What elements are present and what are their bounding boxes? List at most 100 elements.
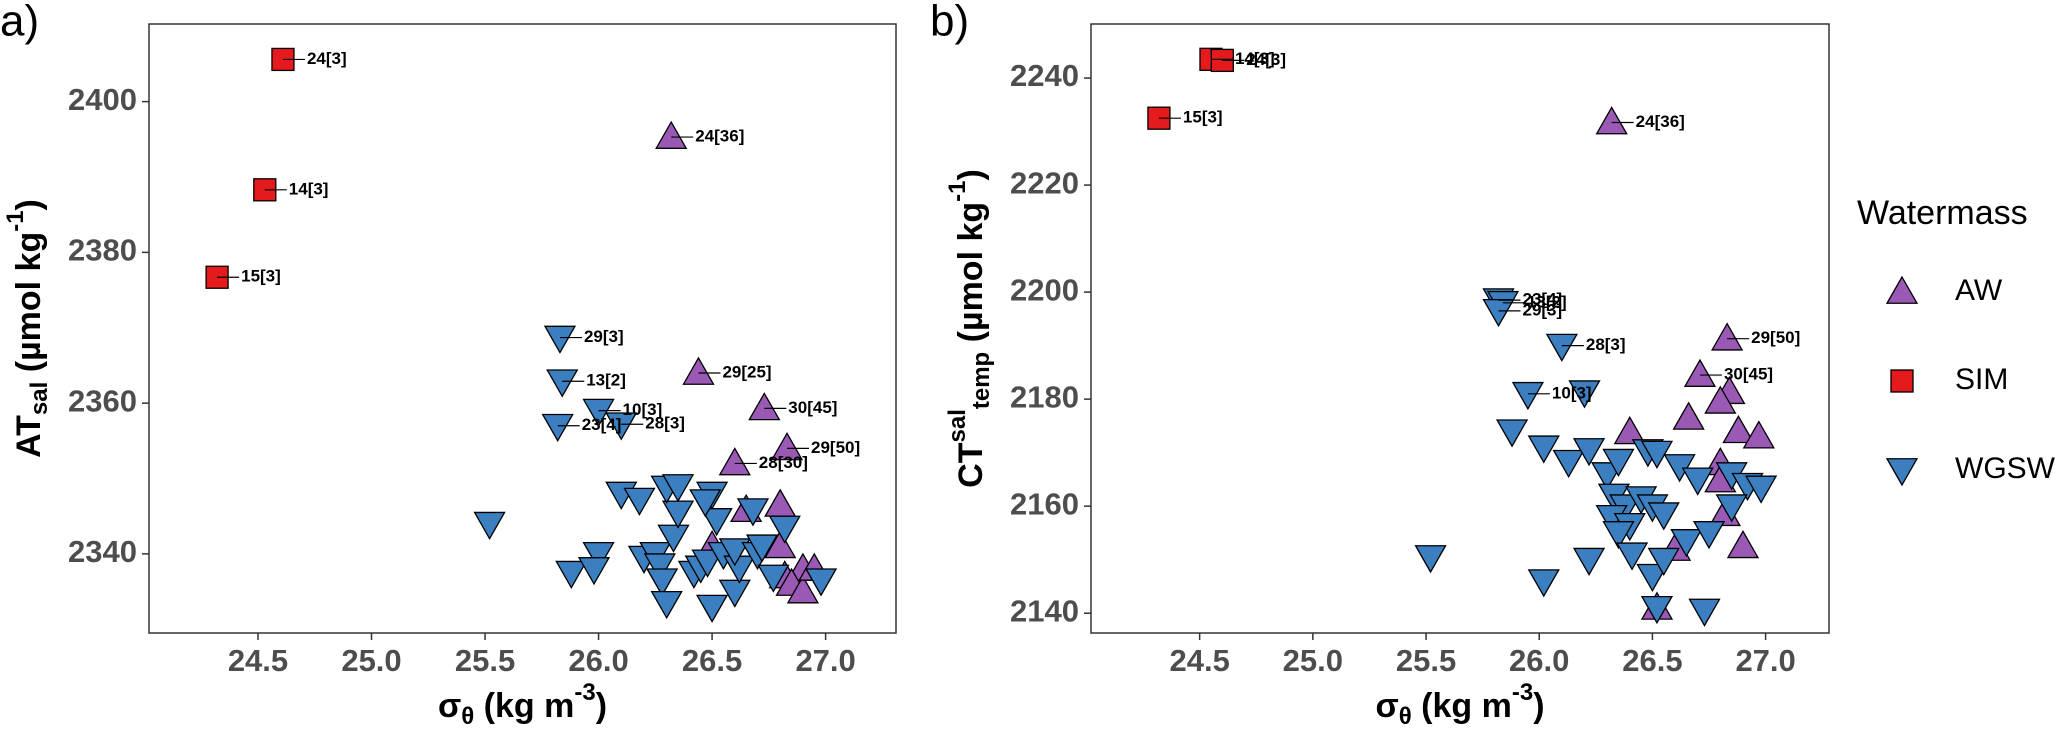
- point: [1647, 502, 1680, 531]
- x-tick-label: 26.5: [682, 643, 742, 678]
- point: [1482, 298, 1515, 328]
- point: [1602, 448, 1635, 477]
- point: [546, 369, 579, 398]
- point: [1704, 385, 1737, 414]
- plot-frame: [1090, 23, 1830, 634]
- axis-title-part: ): [10, 199, 48, 210]
- point: [695, 594, 729, 623]
- point-label: 15[3]: [241, 267, 281, 286]
- point: [764, 488, 797, 517]
- point: [770, 432, 804, 461]
- point: [768, 515, 801, 544]
- y-tick-label: 2200: [1010, 272, 1079, 307]
- axis-title-part: σ: [438, 687, 461, 725]
- axis-title-part: (kg m: [474, 687, 574, 725]
- point: [555, 560, 588, 590]
- point: [1692, 521, 1726, 550]
- axis-title-part: CT: [952, 442, 990, 488]
- point: [689, 489, 722, 518]
- point: [804, 568, 838, 597]
- point: [1688, 598, 1721, 627]
- legend-marker: [1885, 458, 1919, 487]
- point: [1414, 545, 1447, 574]
- axis-title-part: -1: [944, 181, 971, 202]
- point: [541, 413, 574, 443]
- axis-title: σθ (kg m-3): [1375, 679, 1544, 730]
- point: [691, 549, 724, 578]
- point: [655, 120, 688, 149]
- point: [700, 508, 733, 537]
- axis-title-part: ): [596, 687, 607, 725]
- axis-title-part: sal: [944, 409, 971, 442]
- point: [650, 590, 683, 620]
- point: [1711, 322, 1744, 351]
- point: [605, 412, 638, 441]
- x-tick-label: 26.0: [1509, 643, 1569, 678]
- point-label: 13[2]: [586, 371, 626, 390]
- point: [1613, 416, 1646, 445]
- point: [1602, 521, 1635, 550]
- point-label: 13[2]: [1527, 292, 1567, 311]
- point: [1742, 420, 1775, 449]
- x-tick-label: 27.0: [1735, 643, 1795, 678]
- y-tick-label: 2340: [68, 534, 137, 569]
- x-tick-label: 25.0: [341, 643, 401, 678]
- point-label: 30[45]: [1724, 365, 1773, 384]
- point: [764, 530, 797, 559]
- point: [646, 568, 679, 597]
- x-tick-label: 25.5: [455, 643, 515, 678]
- point: [1511, 381, 1545, 411]
- axis-title-part: (µmol kg: [952, 202, 990, 352]
- y-tick-label: 2140: [1010, 593, 1079, 628]
- point-label: 24[36]: [695, 127, 744, 146]
- legend-marker: [1890, 369, 1914, 393]
- point: [757, 564, 790, 593]
- point: [736, 498, 770, 527]
- axis-title-part: (kg m: [1412, 687, 1512, 725]
- point-label: 15[3]: [1183, 108, 1223, 127]
- point-label: 10[3]: [1552, 383, 1592, 402]
- axis-title: σθ (kg m-3): [438, 679, 607, 730]
- point: [718, 447, 751, 476]
- axis-title-part: AT: [10, 415, 48, 458]
- axis-title-part: θ: [1399, 703, 1412, 730]
- point: [661, 474, 695, 503]
- point: [1726, 529, 1760, 559]
- point: [745, 534, 779, 563]
- point-label: 29[50]: [1751, 328, 1800, 347]
- y-tick-label: 2400: [68, 82, 137, 117]
- y-tick-label: 2360: [68, 383, 137, 418]
- x-tick-label: 26.5: [1622, 643, 1682, 678]
- point: [1683, 358, 1717, 387]
- axis-title-part: sal: [26, 382, 53, 415]
- point: [1545, 333, 1578, 362]
- point: [1647, 547, 1680, 576]
- legend-marker: [1885, 275, 1919, 304]
- y-tick-label: 2160: [1010, 486, 1079, 521]
- axis-title-part: temp: [968, 352, 995, 409]
- axis-title-part: (µmol kg: [10, 232, 48, 382]
- axis-title: ATsal (µmol kg-1): [2, 199, 53, 458]
- x-tick-label: 25.0: [1283, 643, 1343, 678]
- x-tick-label: 27.0: [795, 643, 855, 678]
- point: [1527, 569, 1560, 598]
- point: [1744, 475, 1778, 504]
- point: [1595, 106, 1628, 135]
- axis-title-part: -3: [1512, 679, 1533, 706]
- point: [1636, 563, 1669, 593]
- point-label: 29[50]: [811, 438, 860, 457]
- axis-title-part: -3: [574, 679, 595, 706]
- y-tick-label: 2180: [1010, 379, 1079, 414]
- point: [1572, 438, 1606, 467]
- point-label: 23[4]: [1522, 290, 1562, 309]
- point-label: 28[3]: [645, 414, 685, 433]
- point: [657, 524, 690, 553]
- y-tick-label: 2380: [68, 233, 137, 268]
- axis-title-part: -1: [2, 210, 29, 231]
- point-label: 14[3]: [1235, 49, 1275, 68]
- point-label: 28[3]: [1586, 335, 1626, 354]
- point: [543, 325, 577, 354]
- point: [473, 511, 506, 541]
- point: [786, 575, 820, 604]
